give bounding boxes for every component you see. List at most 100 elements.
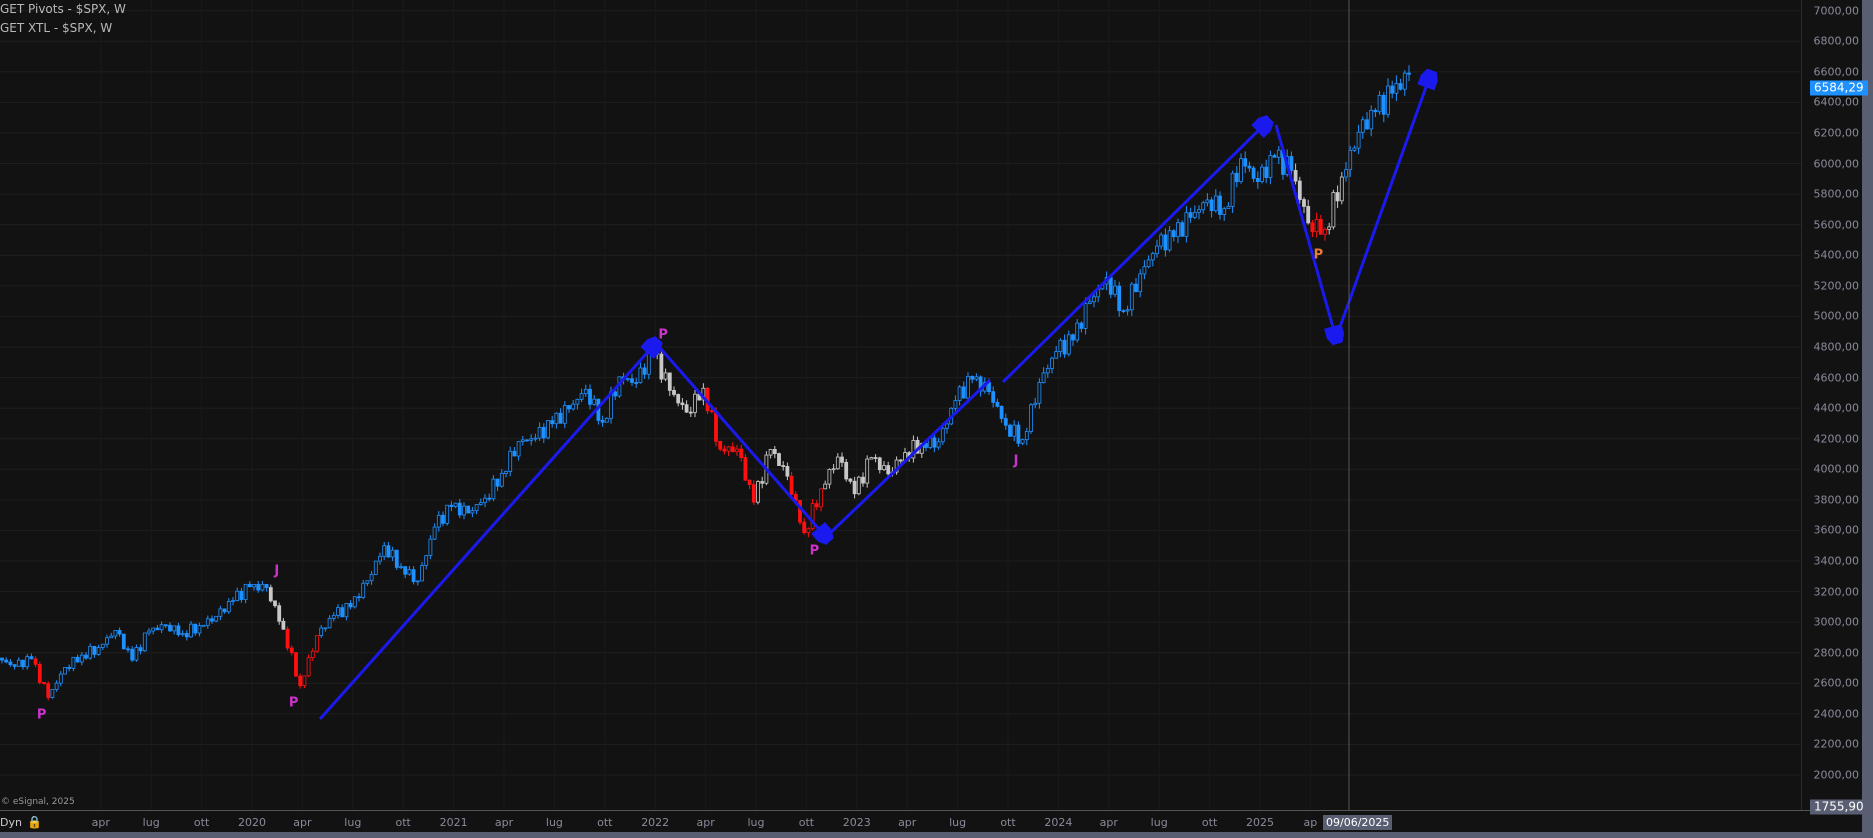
candle-body	[541, 427, 546, 439]
candle-body	[1087, 301, 1092, 304]
candle-body	[835, 456, 840, 470]
candle-body	[1327, 226, 1332, 230]
price-tick: 2200,00	[1813, 737, 1860, 751]
price-tick: 4000,00	[1813, 462, 1860, 476]
arrow-up-2023[interactable]	[824, 378, 992, 539]
candle-body	[46, 683, 51, 698]
candle-body	[684, 404, 689, 413]
scrollbar[interactable]	[1862, 0, 1873, 838]
candle-body	[1075, 322, 1080, 341]
candle-body	[268, 587, 273, 602]
candle-body	[600, 420, 605, 423]
pivot-label: P	[1313, 247, 1324, 263]
candle-body	[718, 440, 723, 450]
candle-body	[823, 483, 828, 490]
candle-body	[8, 661, 13, 666]
candle-body	[138, 647, 143, 652]
price-axis-border	[1801, 0, 1802, 810]
candle-body	[1209, 199, 1214, 212]
candle-body	[58, 673, 63, 684]
lock-icon[interactable]: 🔒	[27, 815, 42, 829]
candle-body	[592, 398, 597, 405]
candle-body	[751, 484, 756, 503]
candle-body	[352, 596, 357, 608]
price-tick: 3200,00	[1813, 585, 1860, 599]
candle-body	[1012, 424, 1017, 437]
candle-body	[1365, 119, 1369, 130]
time-tick: apr	[1099, 816, 1118, 829]
candle-body	[827, 469, 832, 485]
candle-body	[831, 468, 836, 471]
candle-body	[218, 608, 223, 617]
candle-body	[504, 471, 508, 474]
candle-body	[1146, 259, 1151, 268]
candle-body	[1230, 172, 1235, 207]
dyn-label[interactable]: Dyn	[0, 816, 22, 829]
candle-body	[1381, 94, 1386, 115]
candle-body	[331, 615, 336, 619]
candle-body	[189, 623, 193, 638]
candle-body	[25, 656, 30, 668]
time-tick: ott	[1201, 816, 1218, 829]
candle-body	[37, 663, 42, 683]
candle-body	[789, 475, 794, 495]
price-tick: 4600,00	[1813, 371, 1860, 385]
time-tick: ott	[193, 816, 210, 829]
candle-body	[802, 521, 807, 533]
candle-body	[1037, 382, 1042, 404]
arrow-up-2020[interactable]	[318, 344, 655, 720]
candle-body	[646, 352, 651, 375]
bottom-bar	[0, 832, 1873, 838]
candle-body	[814, 503, 819, 508]
candle-body	[1323, 229, 1327, 235]
candle-body	[898, 459, 903, 462]
candle-body	[1344, 169, 1348, 178]
candle-body	[386, 545, 391, 558]
candle-body	[1041, 372, 1046, 383]
candle-body	[168, 624, 172, 632]
candle-body	[1058, 339, 1063, 352]
candle-body	[546, 420, 550, 439]
candle-body	[33, 658, 38, 665]
candle-body	[222, 608, 227, 613]
candle-body	[861, 476, 865, 484]
candle-body	[1008, 424, 1012, 437]
candle-body	[491, 478, 496, 500]
time-tick: lug	[1150, 816, 1168, 829]
time-tick: lug	[949, 816, 967, 829]
candle-body	[92, 646, 97, 655]
candle-body	[134, 647, 139, 661]
arrow-up-2025[interactable]	[1334, 76, 1430, 339]
time-tick: ott	[597, 816, 613, 829]
time-tick: ott	[395, 816, 411, 829]
arrow-down-2025[interactable]	[1274, 124, 1336, 338]
arrow-down-2022[interactable]	[659, 348, 826, 537]
candle-body	[273, 600, 277, 607]
candle-body	[1184, 212, 1189, 237]
candle-body	[537, 427, 542, 439]
candle-body	[735, 448, 739, 453]
price-tick: 5200,00	[1813, 279, 1860, 293]
pivot-label: P	[658, 327, 668, 343]
candle-body	[583, 388, 588, 395]
candle-body	[172, 625, 177, 632]
candle-body	[798, 500, 802, 523]
candle-body	[231, 600, 235, 602]
candle-body	[840, 456, 844, 463]
candle-body	[1197, 209, 1201, 213]
candle-body	[184, 633, 189, 638]
price-tick: 6000,00	[1813, 157, 1860, 171]
candle-body	[520, 439, 525, 443]
candle-body	[210, 618, 214, 622]
arrow-up-2024[interactable]	[1001, 123, 1266, 384]
price-tick: 6800,00	[1813, 34, 1860, 48]
price-tick: 3000,00	[1813, 615, 1860, 629]
time-tick: apr	[696, 816, 715, 829]
candle-body	[394, 549, 399, 568]
candle-body	[1251, 167, 1256, 179]
candle-body	[1188, 212, 1193, 218]
candle-body	[634, 382, 639, 384]
candle-body	[1176, 222, 1180, 238]
candle-body	[512, 450, 517, 457]
